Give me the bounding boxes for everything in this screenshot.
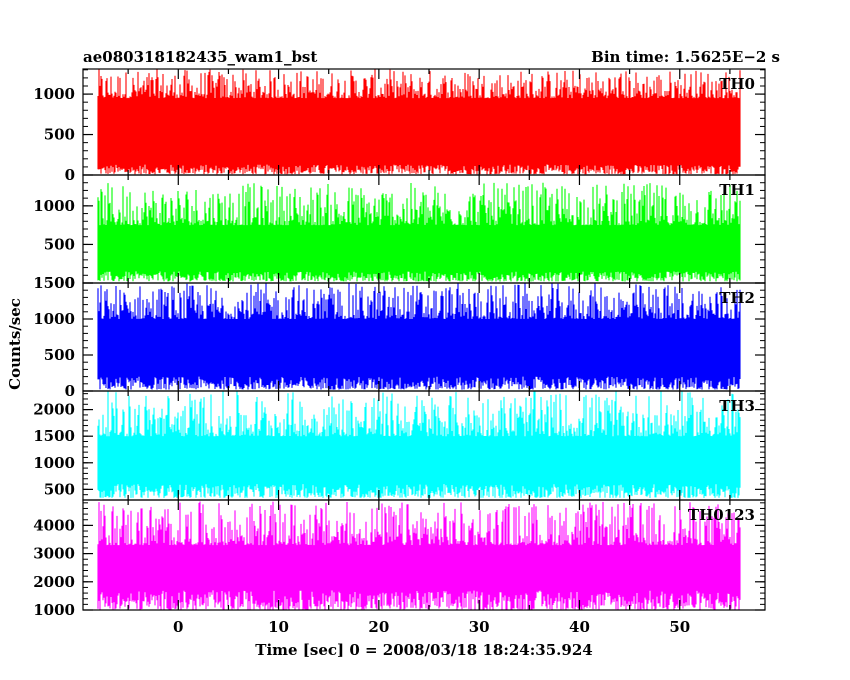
y-tick-label: 1000 [33,454,75,472]
y-tick-label: 1000 [33,310,75,328]
series-th2-curve [97,283,741,390]
panel-label-th1: TH1 [719,181,755,199]
y-tick-label: 1000 [33,197,75,215]
panel-label-th0123: TH0123 [688,506,755,524]
x-tick-label: 50 [669,618,690,636]
x-tick-label: 10 [268,618,289,636]
series-th1-curve [97,182,741,282]
x-axis-label: Time [sec] 0 = 2008/03/18 18:24:35.924 [255,641,592,659]
panel-label-th3: TH3 [719,397,755,415]
y-tick-label: 1000 [33,85,75,103]
panel-th0123-frame [82,499,766,611]
panel-label-th2: TH2 [719,289,755,307]
x-tick-label: 40 [569,618,590,636]
series-th3-curve [97,391,741,498]
series-th0-curve [97,69,741,175]
y-tick-label: 500 [44,346,75,364]
x-tick-label: 0 [173,618,183,636]
y-tick-label: 3000 [33,545,75,563]
y-tick-label: 500 [44,480,75,498]
y-tick-label: 1000 [33,601,75,619]
series-th0123-curve [97,501,741,610]
header-bin-time: Bin time: 1.5625E−2 s [591,48,780,66]
panel-label-th0: TH0 [719,75,755,93]
y-axis-label: Counts/sec [6,298,24,390]
y-tick-label: 0 [65,274,75,292]
header-left-title: ae080318182435_wam1_bst [83,48,317,66]
x-tick-label: 20 [368,618,389,636]
y-tick-label: 2000 [33,401,75,419]
y-tick-label: 500 [44,126,75,144]
y-tick-label: 2000 [33,573,75,591]
x-tick-label: 30 [469,618,490,636]
y-tick-label: 1500 [33,274,75,292]
y-tick-label: 1500 [33,427,75,445]
y-tick-label: 0 [65,166,75,184]
y-tick-label: 500 [44,235,75,253]
y-tick-label: 4000 [33,516,75,534]
y-tick-label: 0 [65,382,75,400]
